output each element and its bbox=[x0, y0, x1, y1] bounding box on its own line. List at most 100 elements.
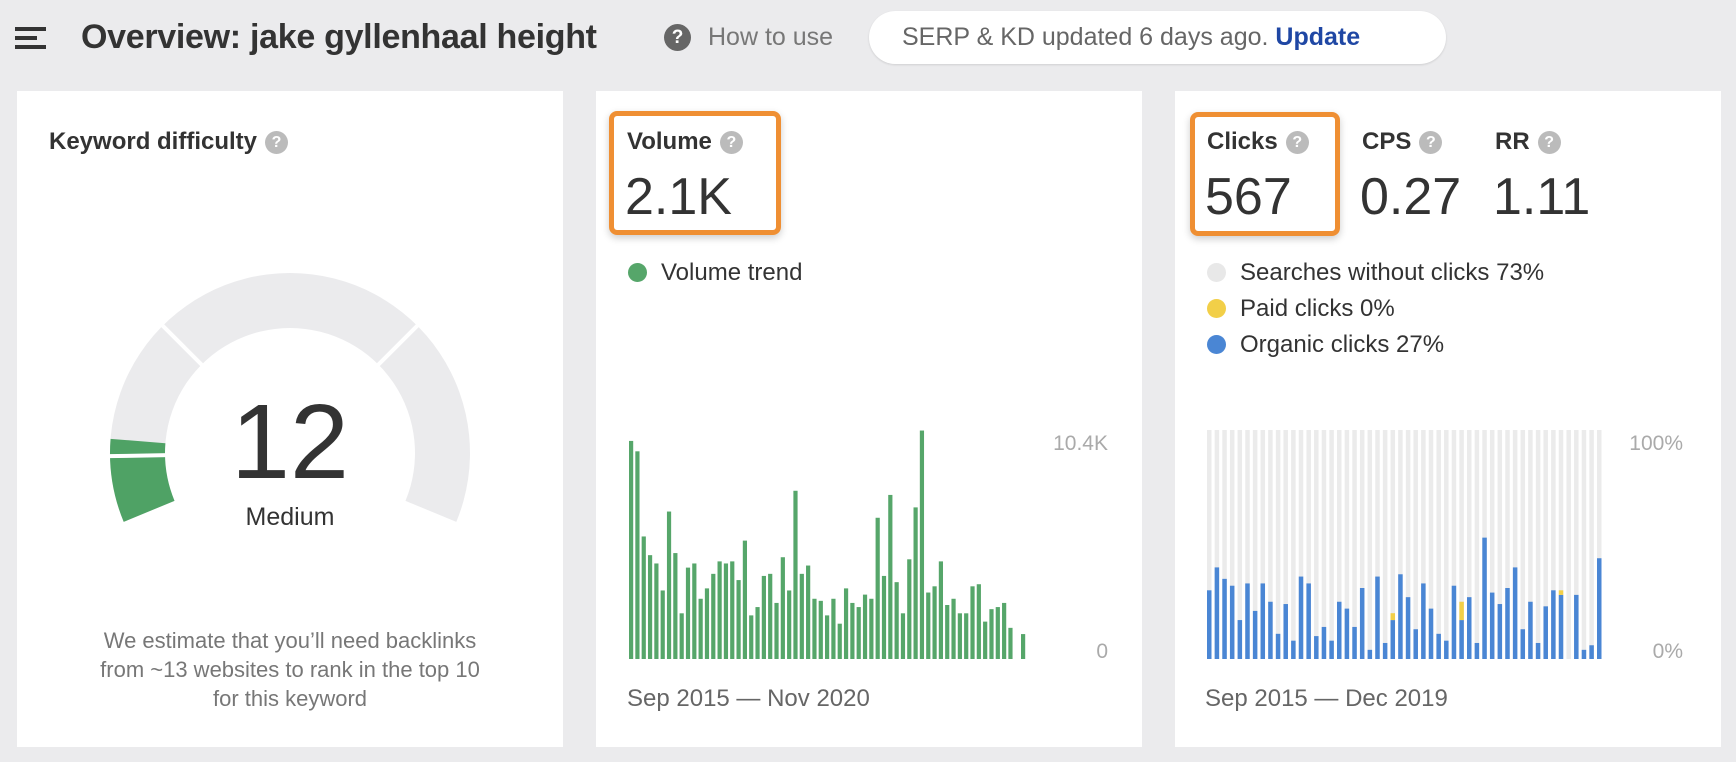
volume-bar[interactable] bbox=[894, 582, 899, 659]
no-click-bar[interactable] bbox=[1421, 430, 1426, 659]
no-click-bar[interactable] bbox=[1528, 430, 1533, 659]
no-click-bar[interactable] bbox=[1275, 430, 1281, 659]
organic-bar[interactable] bbox=[1444, 640, 1449, 659]
organic-bar[interactable] bbox=[1298, 576, 1304, 659]
volume-bar[interactable] bbox=[660, 590, 665, 659]
volume-bar[interactable] bbox=[875, 517, 880, 659]
volume-bar[interactable] bbox=[995, 607, 1000, 659]
organic-bar[interactable] bbox=[1214, 567, 1220, 659]
volume-bar[interactable] bbox=[717, 561, 722, 659]
organic-bar[interactable] bbox=[1558, 594, 1564, 659]
volume-bar[interactable] bbox=[881, 575, 887, 659]
volume-bar[interactable] bbox=[825, 615, 830, 659]
no-click-bar[interactable] bbox=[1543, 430, 1548, 659]
volume-bar[interactable] bbox=[685, 567, 691, 659]
hamburger-menu-icon[interactable] bbox=[15, 27, 46, 49]
no-click-bar[interactable] bbox=[1268, 430, 1273, 659]
volume-bar[interactable] bbox=[793, 490, 798, 659]
volume-bar[interactable] bbox=[654, 563, 659, 659]
no-click-bar[interactable] bbox=[1436, 430, 1441, 659]
volume-bar[interactable] bbox=[736, 580, 741, 659]
organic-bar[interactable] bbox=[1367, 649, 1373, 659]
organic-bar[interactable] bbox=[1222, 578, 1227, 659]
question-circle-icon[interactable]: ? bbox=[1537, 131, 1561, 154]
no-click-bar[interactable] bbox=[1367, 430, 1373, 659]
volume-bar[interactable] bbox=[698, 598, 703, 659]
organic-bar[interactable] bbox=[1390, 620, 1396, 659]
volume-bar[interactable] bbox=[806, 565, 811, 659]
organic-bar[interactable] bbox=[1237, 620, 1243, 659]
no-click-bar[interactable] bbox=[1375, 430, 1380, 659]
volume-bar[interactable] bbox=[957, 613, 962, 659]
organic-bar[interactable] bbox=[1405, 597, 1411, 659]
volume-bar[interactable] bbox=[938, 561, 944, 659]
volume-bar[interactable] bbox=[862, 594, 868, 659]
organic-bar[interactable] bbox=[1597, 558, 1602, 659]
volume-bar[interactable] bbox=[945, 605, 950, 659]
organic-bar[interactable] bbox=[1314, 636, 1319, 659]
no-click-bar[interactable] bbox=[1207, 430, 1212, 659]
volume-bar[interactable] bbox=[812, 598, 817, 659]
volume-bar[interactable] bbox=[1008, 627, 1013, 659]
no-click-bar[interactable] bbox=[1298, 430, 1304, 659]
no-click-bar[interactable] bbox=[1344, 430, 1350, 659]
no-click-bar[interactable] bbox=[1283, 430, 1288, 659]
organic-bar[interactable] bbox=[1252, 610, 1258, 659]
no-click-bar[interactable] bbox=[1474, 430, 1480, 659]
organic-bar[interactable] bbox=[1467, 597, 1472, 659]
no-click-bar[interactable] bbox=[1291, 430, 1296, 659]
volume-bar[interactable] bbox=[970, 586, 975, 659]
volume-bar[interactable] bbox=[692, 563, 697, 659]
volume-bar[interactable] bbox=[787, 590, 792, 659]
no-click-bar[interactable] bbox=[1306, 430, 1311, 659]
no-click-bar[interactable] bbox=[1558, 430, 1564, 659]
organic-bar[interactable] bbox=[1382, 642, 1388, 659]
organic-bar[interactable] bbox=[1451, 585, 1457, 659]
no-click-bar[interactable] bbox=[1359, 430, 1365, 659]
organic-bar[interactable] bbox=[1275, 633, 1281, 659]
organic-bar[interactable] bbox=[1337, 601, 1342, 659]
no-click-bar[interactable] bbox=[1337, 430, 1342, 659]
no-click-bar[interactable] bbox=[1574, 430, 1579, 659]
organic-bar[interactable] bbox=[1359, 588, 1365, 659]
no-click-bar[interactable] bbox=[1489, 430, 1495, 659]
volume-bar[interactable] bbox=[799, 573, 804, 659]
volume-bar[interactable] bbox=[850, 602, 855, 659]
organic-bar[interactable] bbox=[1528, 601, 1533, 659]
no-click-bar[interactable] bbox=[1428, 430, 1434, 659]
question-circle-icon[interactable]: ? bbox=[664, 24, 691, 51]
volume-bar[interactable] bbox=[837, 623, 842, 659]
volume-bar[interactable] bbox=[704, 588, 710, 659]
volume-bar[interactable] bbox=[989, 609, 994, 659]
organic-bar[interactable] bbox=[1321, 626, 1327, 659]
volume-bar[interactable] bbox=[869, 598, 874, 659]
question-circle-icon[interactable]: ? bbox=[1419, 131, 1443, 154]
no-click-bar[interactable] bbox=[1245, 430, 1250, 659]
organic-bar[interactable] bbox=[1489, 592, 1495, 659]
organic-bar[interactable] bbox=[1482, 537, 1487, 659]
no-click-bar[interactable] bbox=[1535, 430, 1541, 659]
no-click-bar[interactable] bbox=[1467, 430, 1472, 659]
organic-bar[interactable] bbox=[1245, 583, 1250, 659]
paid-bar[interactable] bbox=[1390, 613, 1396, 621]
paid-bar[interactable] bbox=[1459, 601, 1464, 621]
organic-bar[interactable] bbox=[1512, 567, 1518, 659]
update-link[interactable]: Update bbox=[1275, 23, 1361, 51]
no-click-bar[interactable] bbox=[1390, 430, 1396, 659]
no-click-bar[interactable] bbox=[1497, 430, 1503, 659]
organic-bar[interactable] bbox=[1260, 583, 1266, 659]
organic-bar[interactable] bbox=[1344, 608, 1350, 659]
organic-bar[interactable] bbox=[1291, 640, 1296, 659]
organic-bar[interactable] bbox=[1505, 588, 1510, 659]
volume-bar[interactable] bbox=[976, 584, 981, 659]
organic-bar[interactable] bbox=[1413, 629, 1418, 659]
no-click-bar[interactable] bbox=[1314, 430, 1319, 659]
volume-bar[interactable] bbox=[1002, 602, 1007, 659]
organic-bar[interactable] bbox=[1436, 633, 1441, 659]
volume-bar[interactable] bbox=[907, 559, 912, 659]
volume-bar[interactable] bbox=[774, 602, 779, 659]
organic-bar[interactable] bbox=[1229, 585, 1235, 659]
volume-bar[interactable] bbox=[926, 592, 931, 659]
how-to-use-link[interactable]: How to use bbox=[708, 23, 834, 51]
no-click-bar[interactable] bbox=[1214, 430, 1220, 659]
